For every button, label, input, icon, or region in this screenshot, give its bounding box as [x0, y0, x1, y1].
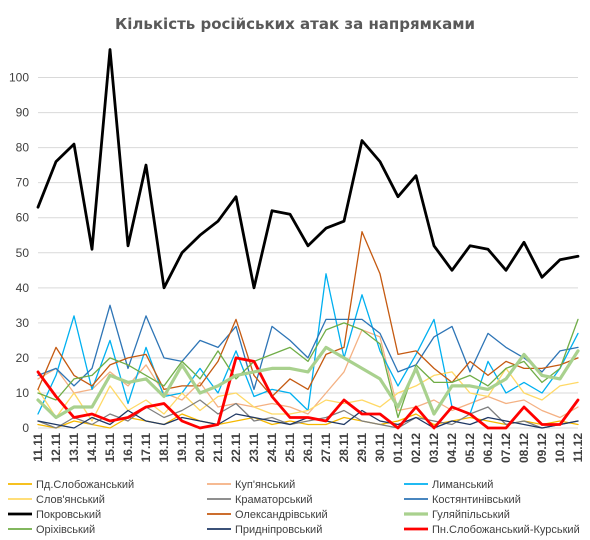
x-tick-label: 24.11	[265, 433, 279, 463]
legend-label: Олександрівський	[235, 509, 328, 521]
x-tick-label: 28.11	[337, 433, 351, 463]
legend-label: Покровський	[36, 509, 101, 521]
legend-label: Слов'янський	[36, 494, 105, 506]
x-axis-ticks: 11.11 12.11 13.11 14.11 15.11 16.11 17.11 18.11…	[31, 433, 585, 463]
x-tick-label: 20.11	[193, 433, 207, 463]
legend: Пд.Слобожанський Куп'янський Лиманський Сло…	[8, 479, 580, 536]
x-tick-label: 09.12	[535, 433, 549, 463]
x-tick-label: 11.12	[571, 433, 585, 463]
x-tick-label: 25.11	[283, 433, 297, 463]
y-tick-label: 10	[16, 386, 30, 400]
chart-title: Кількість російських атак за напрямками	[115, 15, 475, 33]
y-tick-label: 60	[16, 211, 30, 225]
legend-label: Придніпровський	[235, 524, 322, 536]
series-line	[37, 231, 579, 398]
x-tick-label: 03.12	[427, 433, 441, 463]
legend-label: Оріхівський	[36, 524, 95, 536]
y-tick-label: 30	[16, 316, 30, 330]
gridlines	[38, 77, 578, 429]
x-tick-label: 16.11	[121, 433, 135, 463]
series-line	[36, 356, 580, 430]
x-tick-label: 19.11	[175, 433, 189, 463]
y-tick-label: 100	[9, 71, 29, 85]
x-tick-label: 21.11	[211, 433, 225, 463]
legend-label: Лиманський	[432, 479, 493, 491]
y-tick-label: 80	[16, 141, 30, 155]
legend-label: Куп'янський	[235, 479, 295, 491]
y-tick-label: 0	[22, 421, 29, 435]
x-tick-label: 12.11	[49, 433, 63, 463]
x-tick-label: 07.12	[499, 433, 513, 463]
y-tick-label: 90	[16, 106, 30, 120]
x-tick-label: 11.11	[31, 433, 45, 462]
x-tick-label: 23.11	[247, 433, 261, 463]
x-tick-label: 08.12	[517, 433, 531, 463]
x-tick-label: 01.12	[391, 433, 405, 463]
x-tick-label: 06.12	[481, 433, 495, 463]
series-line	[36, 345, 580, 420]
x-tick-label: 27.11	[319, 433, 333, 463]
y-tick-label: 40	[16, 281, 30, 295]
legend-label: Гуляйпільський	[432, 509, 510, 521]
x-tick-label: 18.11	[157, 433, 171, 463]
x-tick-label: 22.11	[229, 433, 243, 463]
x-tick-label: 10.12	[553, 433, 567, 463]
legend-label: Пн.Слобожанський-Курський	[432, 524, 580, 536]
series-line	[37, 399, 579, 429]
x-tick-label: 04.12	[445, 433, 459, 463]
legend-label: Пд.Слобожанський	[36, 479, 134, 491]
series-line	[36, 48, 580, 290]
series-line	[37, 304, 579, 391]
x-tick-label: 15.11	[103, 433, 117, 463]
x-tick-label: 13.11	[67, 433, 81, 463]
x-tick-label: 05.12	[463, 433, 477, 463]
x-tick-label: 26.11	[301, 433, 315, 463]
series-line	[37, 318, 579, 419]
y-tick-label: 20	[16, 351, 30, 365]
x-tick-label: 14.11	[85, 433, 99, 463]
y-axis-ticks: 0 10 20 30 40 50 60 70 80 90 100	[9, 71, 29, 435]
x-tick-label: 29.11	[355, 433, 369, 463]
y-tick-label: 50	[16, 246, 30, 260]
x-tick-label: 17.11	[139, 433, 153, 463]
legend-label: Костянтинівський	[432, 494, 521, 506]
y-tick-label: 70	[16, 176, 30, 190]
x-tick-label: 02.12	[409, 433, 423, 463]
legend-label: Краматорський	[235, 494, 313, 506]
x-tick-label: 30.11	[373, 433, 387, 463]
series-lines	[36, 48, 580, 430]
